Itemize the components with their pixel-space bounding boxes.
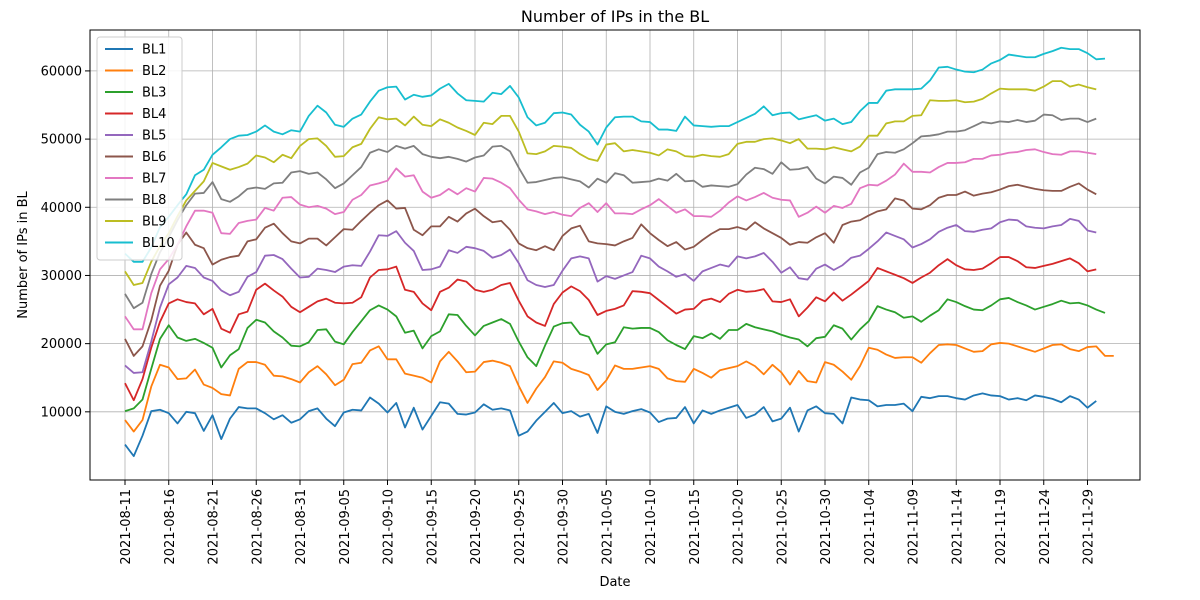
x-tick-label: 2021-09-25 <box>513 489 528 565</box>
series-line-bl9 <box>124 80 1097 286</box>
x-tick-label: 2021-11-04 <box>863 489 878 565</box>
series-line-bl4 <box>124 256 1097 402</box>
legend-label: BL9 <box>142 215 166 230</box>
x-tick-label: 2021-08-11 <box>119 489 134 565</box>
x-tick-label: 2021-10-20 <box>732 489 747 565</box>
x-tick-label: 2021-08-31 <box>294 489 309 565</box>
legend-label: BL6 <box>142 150 166 165</box>
x-tick-label: 2021-08-26 <box>250 489 265 565</box>
grid <box>90 30 1140 480</box>
x-tick-label: 2021-09-10 <box>382 489 397 565</box>
x-tick-label: 2021-10-30 <box>819 489 834 565</box>
y-tick-label: 30000 <box>41 269 82 284</box>
y-axis-title: Number of IPs in BL <box>16 190 31 318</box>
x-tick-label: 2021-11-09 <box>907 489 922 565</box>
x-tick-label: 2021-09-20 <box>469 489 484 565</box>
x-tick-label: 2021-10-05 <box>600 489 615 565</box>
series-line-bl2 <box>124 342 1114 433</box>
series-line-bl6 <box>124 182 1097 357</box>
series-line-bl8 <box>124 113 1097 310</box>
x-tick-label: 2021-11-14 <box>950 489 965 565</box>
legend-label: BL7 <box>142 172 166 187</box>
y-tick-label: 20000 <box>41 337 82 352</box>
x-tick-label: 2021-10-15 <box>688 489 703 565</box>
x-tick-label: 2021-09-30 <box>557 489 572 565</box>
y-tick-label: 40000 <box>41 201 82 216</box>
series-lines <box>124 46 1114 458</box>
legend-label: BL1 <box>142 43 166 58</box>
legend-label: BL10 <box>142 236 175 251</box>
series-line-bl10 <box>124 46 1106 263</box>
legend-label: BL3 <box>142 86 166 101</box>
series-line-bl3 <box>124 297 1106 412</box>
x-tick-label: 2021-11-19 <box>994 489 1009 565</box>
x-tick-label: 2021-10-10 <box>644 489 659 565</box>
legend: BL1 BL2 BL3 BL4 BL5 BL6 BL7 BL8 BL9 BL10 <box>96 36 183 261</box>
series-line-bl7 <box>124 148 1097 331</box>
plot-area <box>89 29 1141 481</box>
legend-label: BL8 <box>142 193 166 208</box>
x-axis: 2021-08-11 2021-08-16 2021-08-21 2021-08-26… <box>119 480 1097 565</box>
legend-label: BL2 <box>142 64 166 79</box>
y-tick-label: 50000 <box>41 133 82 148</box>
legend-label: BL5 <box>142 129 166 144</box>
series-line-bl1 <box>124 392 1097 458</box>
x-tick-label: 2021-09-15 <box>425 489 440 565</box>
x-tick-label: 2021-09-05 <box>338 489 353 565</box>
x-tick-label: 2021-11-24 <box>1038 489 1053 565</box>
x-tick-label: 2021-10-25 <box>775 489 790 565</box>
series-line-bl5 <box>124 217 1097 374</box>
y-tick-label: 60000 <box>41 64 82 79</box>
x-tick-label: 2021-08-16 <box>163 489 178 565</box>
x-tick-label: 2021-08-21 <box>207 489 222 565</box>
x-tick-label: 2021-11-29 <box>1082 489 1097 565</box>
y-tick-label: 10000 <box>41 405 82 420</box>
y-axis: 10000 20000 30000 40000 50000 60000 <box>41 64 90 420</box>
legend-label: BL4 <box>142 107 166 122</box>
chart-title: Number of IPs in the BL <box>521 7 709 26</box>
x-axis-title: Date <box>599 575 630 590</box>
